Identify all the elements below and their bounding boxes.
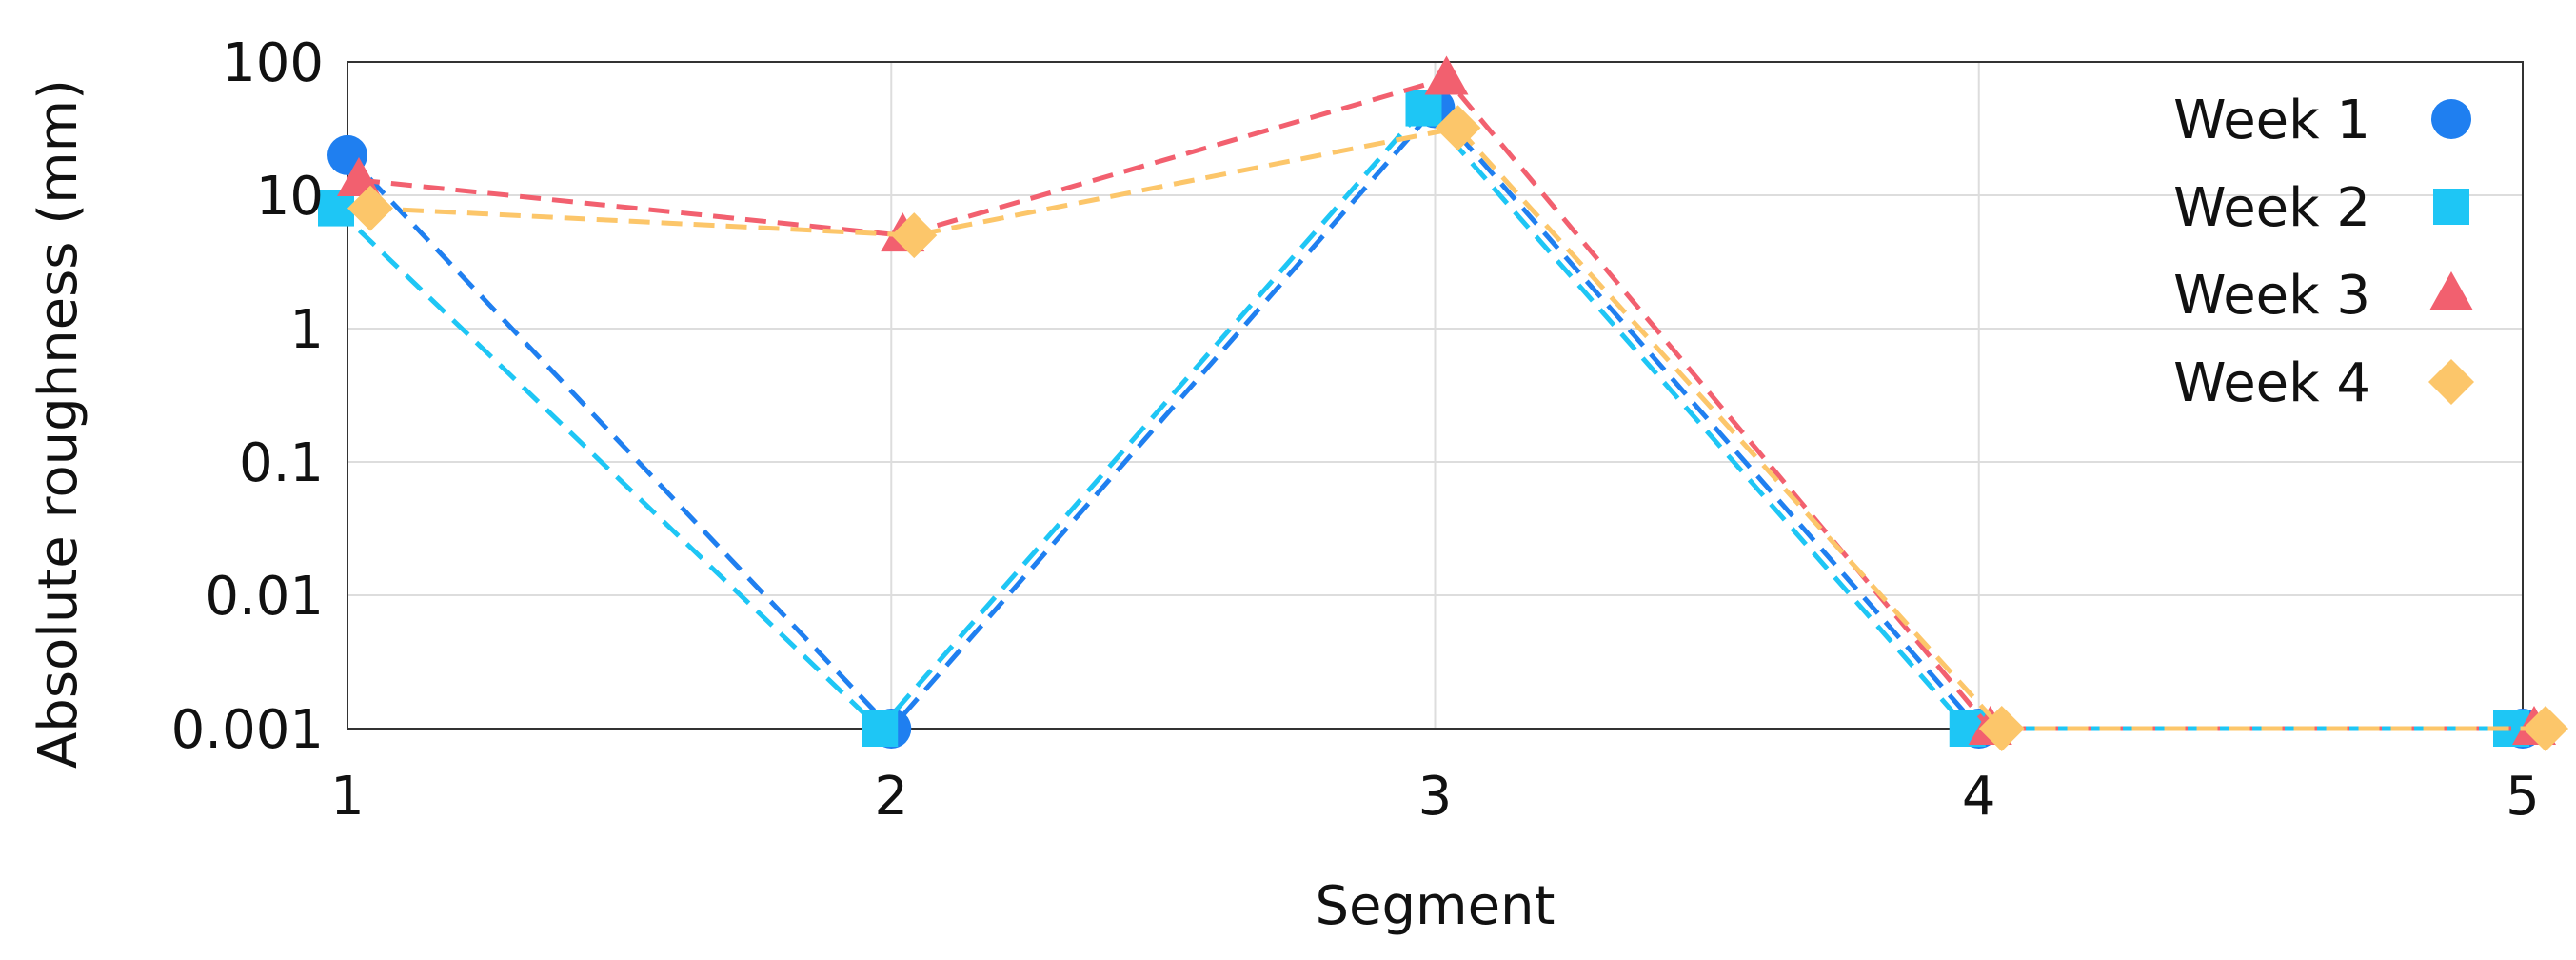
x-axis-title: Segment: [1316, 875, 1556, 937]
legend-label: Week 1: [2173, 90, 2370, 151]
series-line: [334, 104, 2511, 732]
data-point: [891, 212, 938, 259]
series-line: [346, 104, 2523, 732]
y-tick-label: 0.001: [171, 699, 324, 761]
series-week-4: [347, 105, 2568, 751]
series-line: [369, 125, 2546, 731]
x-axis-ticks: 1 2 3 4 5: [330, 766, 2540, 828]
x-tick-label: 4: [1962, 766, 1996, 828]
data-point: [347, 185, 393, 231]
legend: Week 1 Week 2 Week 3 Week 4: [2173, 90, 2474, 414]
y-tick-label: 1: [289, 299, 324, 361]
data-point: [1978, 706, 2025, 751]
x-tick-label: 5: [2506, 766, 2540, 828]
legend-marker: [2429, 271, 2473, 310]
y-tick-label: 10: [256, 166, 324, 228]
legend-label: Week 2: [2173, 177, 2370, 239]
y-axis-ticks: 100 10 1 0.1 0.01 0.001: [171, 32, 324, 761]
data-point: [1424, 55, 1469, 95]
x-tick-label: 1: [330, 766, 365, 828]
legend-label: Week 4: [2173, 352, 2370, 414]
y-tick-label: 0.01: [205, 566, 324, 628]
plot-area-frame: [347, 61, 2524, 730]
series-week-2: [318, 90, 2529, 747]
legend-marker: [2433, 189, 2469, 225]
y-axis-title: Absolute roughness (mm): [28, 79, 89, 769]
y-tick-label: 0.1: [239, 432, 324, 494]
x-tick-label: 3: [1418, 766, 1453, 828]
data-point: [862, 710, 899, 747]
legend-label: Week 3: [2173, 265, 2370, 327]
legend-marker: [2431, 99, 2471, 139]
data-point: [1435, 105, 1481, 151]
series-layer: [318, 55, 2568, 751]
data-point: [1405, 90, 1442, 127]
data-point: [2523, 706, 2568, 751]
x-tick-label: 2: [874, 766, 908, 828]
legend-marker: [2428, 359, 2474, 405]
y-tick-label: 100: [222, 32, 324, 94]
